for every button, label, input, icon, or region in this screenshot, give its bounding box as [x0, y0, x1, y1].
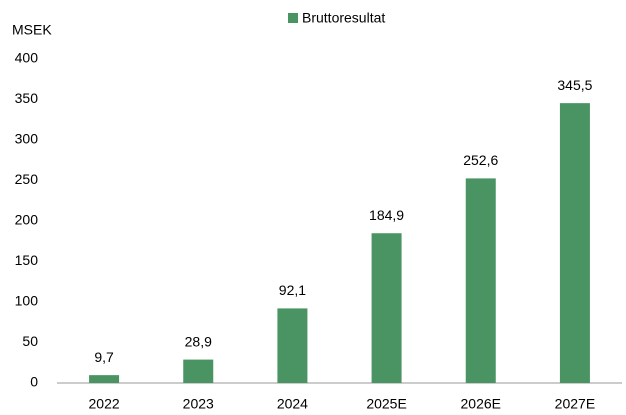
y-tick-label: 300	[15, 131, 39, 147]
value-label: 28,9	[185, 333, 212, 349]
x-tick-label: 2025E	[366, 396, 406, 412]
x-tick-label: 2027E	[555, 396, 595, 412]
bar	[89, 375, 120, 383]
y-tick-label: 400	[15, 50, 39, 66]
y-tick-label: 150	[15, 252, 39, 268]
y-tick-label: 100	[15, 293, 39, 309]
x-tick-label: 2023	[183, 396, 214, 412]
y-tick-label: 0	[30, 374, 38, 390]
value-label: 345,5	[557, 77, 592, 93]
x-tick-label: 2022	[89, 396, 120, 412]
y-axis-label: MSEK	[12, 22, 52, 38]
y-tick-label: 200	[15, 212, 39, 228]
bar	[559, 103, 590, 384]
legend-swatch	[288, 13, 298, 23]
y-tick-label: 350	[15, 90, 39, 106]
bar	[371, 233, 402, 383]
value-label: 9,7	[94, 349, 114, 365]
bar	[277, 308, 308, 383]
y-tick-label: 250	[15, 171, 39, 187]
bar	[465, 178, 496, 383]
x-tick-label: 2026E	[461, 396, 501, 412]
value-label: 252,6	[463, 152, 498, 168]
value-label: 184,9	[369, 207, 404, 223]
legend-label: Bruttoresultat	[302, 10, 385, 26]
bar	[183, 359, 214, 383]
x-tick-label: 2024	[277, 396, 308, 412]
y-tick-label: 50	[22, 333, 38, 349]
value-label: 92,1	[279, 282, 306, 298]
